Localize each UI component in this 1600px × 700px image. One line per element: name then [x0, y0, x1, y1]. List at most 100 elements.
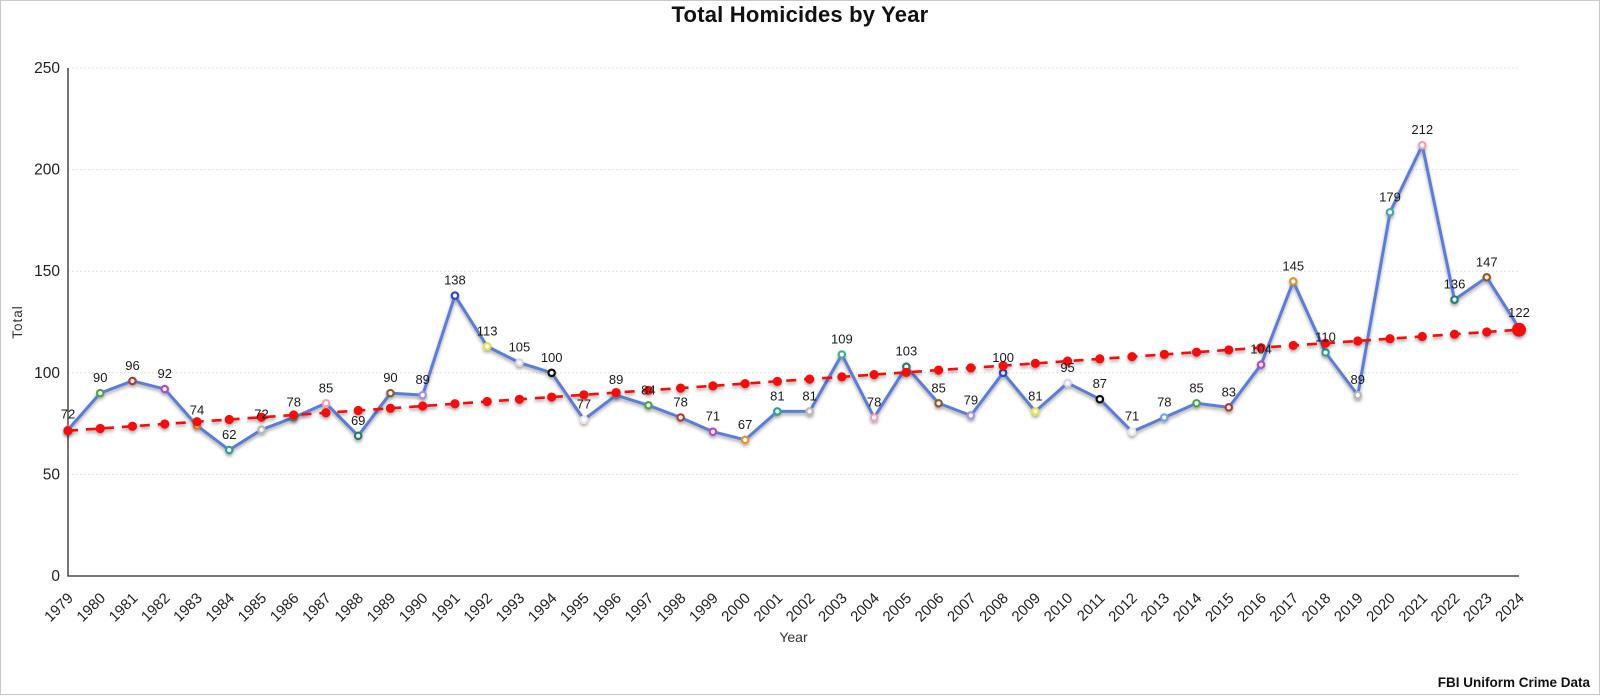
data-point-marker[interactable] [676, 413, 685, 422]
x-tick-label: 2012 [1105, 590, 1141, 626]
trend-dot [1062, 356, 1073, 366]
data-point-marker[interactable] [740, 435, 750, 445]
data-point-marker[interactable] [450, 291, 460, 300]
data-label: 78 [867, 395, 881, 410]
data-label: 89 [415, 372, 429, 387]
trend-dot [1512, 322, 1526, 337]
x-tick-label: 2016 [1234, 590, 1270, 626]
data-label: 85 [319, 380, 333, 395]
x-tick-label: 1996 [589, 590, 625, 626]
data-point-marker[interactable] [998, 368, 1008, 378]
trend-dot [837, 372, 847, 382]
data-label: 78 [1157, 395, 1171, 410]
data-label: 85 [931, 380, 945, 395]
x-tick-label: 2003 [815, 590, 851, 626]
data-point-marker[interactable] [160, 384, 170, 394]
data-point-marker[interactable] [708, 427, 718, 437]
data-point-marker[interactable] [257, 425, 266, 434]
y-tick-label: 150 [34, 263, 60, 280]
trend-dot [450, 399, 460, 409]
data-point-marker[interactable] [1095, 394, 1105, 404]
trend-dot [353, 405, 363, 416]
data-point-marker[interactable] [224, 445, 234, 455]
x-axis-title: Year [779, 629, 808, 645]
trend-dot [998, 361, 1008, 371]
data-point-marker[interactable] [353, 431, 363, 441]
data-point-marker[interactable] [128, 376, 137, 386]
trend-dot [676, 383, 686, 393]
trend-dot [1095, 354, 1105, 364]
data-point-marker[interactable] [805, 407, 814, 416]
x-tick-label: 2005 [880, 590, 916, 626]
data-label: 179 [1379, 189, 1401, 204]
data-label: 90 [383, 370, 397, 385]
data-point-marker[interactable] [1063, 378, 1072, 388]
trend-dot [127, 421, 138, 431]
data-label: 84 [641, 382, 655, 397]
data-point-marker[interactable] [1353, 390, 1363, 400]
data-point-marker[interactable] [1256, 360, 1266, 369]
data-label: 69 [351, 413, 365, 428]
data-point-marker[interactable] [1417, 140, 1427, 150]
data-point-marker[interactable] [386, 388, 395, 398]
data-label: 100 [541, 350, 563, 365]
trend-dot [192, 417, 202, 427]
data-label: 138 [444, 273, 466, 288]
trend-dot [579, 390, 589, 400]
data-label: 81 [1028, 388, 1042, 403]
data-point-marker[interactable] [1482, 272, 1492, 282]
data-point-marker[interactable] [515, 358, 524, 367]
data-point-marker[interactable] [321, 398, 331, 408]
trend-dot [643, 385, 654, 395]
data-point-marker[interactable] [1224, 403, 1234, 412]
data-label: 77 [577, 397, 591, 412]
x-tick-label: 1986 [267, 590, 303, 626]
x-tick-label: 1995 [557, 590, 593, 626]
data-point-marker[interactable] [418, 390, 427, 400]
data-label: 79 [964, 392, 978, 407]
data-label: 100 [992, 350, 1014, 365]
data-point-marker[interactable] [966, 411, 976, 420]
data-point-marker[interactable] [579, 415, 589, 424]
x-tick-label: 2008 [976, 590, 1012, 626]
data-point-marker[interactable] [1160, 413, 1169, 422]
data-label: 212 [1411, 122, 1433, 137]
data-point-marker[interactable] [1321, 348, 1330, 357]
data-point-marker[interactable] [1031, 407, 1040, 416]
x-tick-label: 1981 [106, 590, 142, 626]
data-point-marker[interactable] [644, 401, 653, 410]
data-label: 62 [222, 427, 236, 442]
total-line [66, 143, 1521, 452]
y-axis-title: Total [10, 305, 25, 339]
y-tick-label: 200 [34, 162, 60, 179]
y-tick-label: 50 [43, 466, 61, 483]
x-tick-label: 1984 [202, 590, 238, 626]
data-label: 83 [1222, 384, 1236, 399]
data-point-marker[interactable] [934, 398, 943, 408]
data-point-marker[interactable] [547, 368, 556, 378]
data-point-marker[interactable] [773, 407, 782, 416]
x-tick-label: 1992 [460, 590, 496, 626]
trend-dot [1191, 347, 1202, 357]
data-label: 92 [157, 366, 171, 381]
data-label: 71 [706, 409, 720, 424]
x-tick-label: 2019 [1331, 590, 1367, 626]
trend-dot [805, 374, 815, 384]
y-tick-label: 0 [51, 568, 60, 585]
trend-dot [772, 376, 782, 386]
data-point-marker[interactable] [1127, 427, 1137, 437]
data-point-marker[interactable] [95, 388, 105, 398]
data-point-marker[interactable] [837, 350, 847, 359]
data-label: 85 [1189, 380, 1203, 395]
data-point-marker[interactable] [1385, 207, 1395, 217]
x-tick-label: 2017 [1266, 590, 1302, 626]
data-point-marker[interactable] [869, 413, 879, 422]
data-point-marker[interactable] [1192, 398, 1201, 408]
x-tick-label: 2000 [718, 590, 754, 626]
data-point-marker[interactable] [1288, 277, 1298, 286]
data-point-marker[interactable] [482, 342, 492, 351]
trend-dot [160, 419, 170, 429]
data-point-marker[interactable] [1450, 295, 1459, 304]
trend-dot [289, 410, 299, 420]
x-tick-label: 1985 [235, 590, 271, 626]
